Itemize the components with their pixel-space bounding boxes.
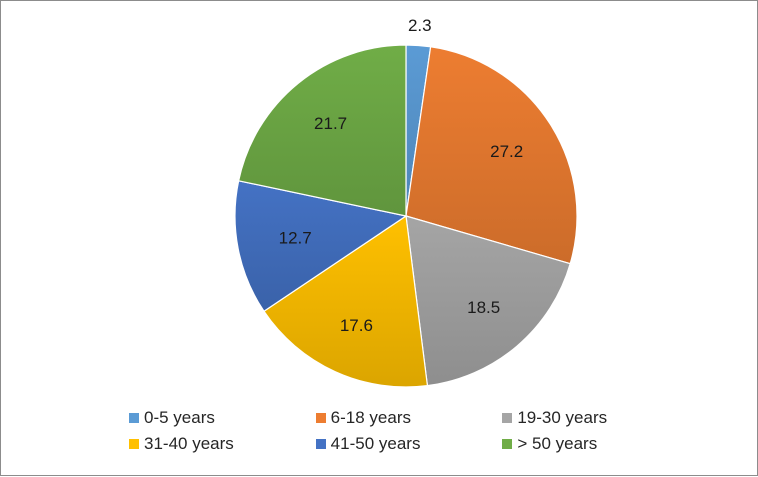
legend-label: 19-30 years	[517, 408, 608, 427]
legend-label: > 50 years	[517, 434, 598, 453]
legend-label: 41-50 years	[330, 434, 421, 453]
legend-swatch	[129, 413, 139, 423]
legend-label: 0-5 years	[144, 408, 215, 427]
data-label: 2.3	[408, 16, 432, 35]
legend-item-41-50-years: 41-50 years	[315, 434, 503, 454]
legend-swatch	[129, 439, 139, 449]
legend-item-over-50-years: > 50 years	[502, 434, 689, 454]
legend-label: 6-18 years	[330, 408, 411, 427]
legend-row: 31-40 years 41-50 years > 50 years	[129, 431, 689, 457]
legend-row: 0-5 years 6-18 years 19-30 years	[129, 405, 689, 431]
legend: 0-5 years 6-18 years 19-30 years 31-40 y…	[129, 405, 689, 457]
legend-label: 31-40 years	[144, 434, 234, 453]
pie-slice-6-18-years	[405, 46, 578, 265]
data-label: 21.7	[314, 114, 347, 133]
legend-item-0-5-years: 0-5 years	[129, 408, 316, 428]
legend-item-31-40-years: 31-40 years	[129, 434, 316, 454]
data-label: 18.5	[467, 298, 500, 317]
legend-item-19-30-years: 19-30 years	[502, 408, 689, 428]
legend-swatch	[315, 413, 326, 423]
legend-item-6-18-years: 6-18 years	[315, 408, 503, 428]
pie-slice-50-years	[237, 44, 407, 217]
legend-swatch	[502, 413, 513, 423]
pie-slice-19-30-years	[405, 215, 571, 387]
pie-slice-31-40-years	[263, 214, 429, 388]
data-label: 12.7	[279, 229, 312, 248]
data-label: 17.6	[340, 316, 373, 335]
data-label: 27.2	[490, 142, 523, 161]
pie-slice-41-50-years	[234, 180, 408, 313]
legend-swatch	[502, 439, 513, 449]
legend-swatch	[315, 439, 326, 449]
